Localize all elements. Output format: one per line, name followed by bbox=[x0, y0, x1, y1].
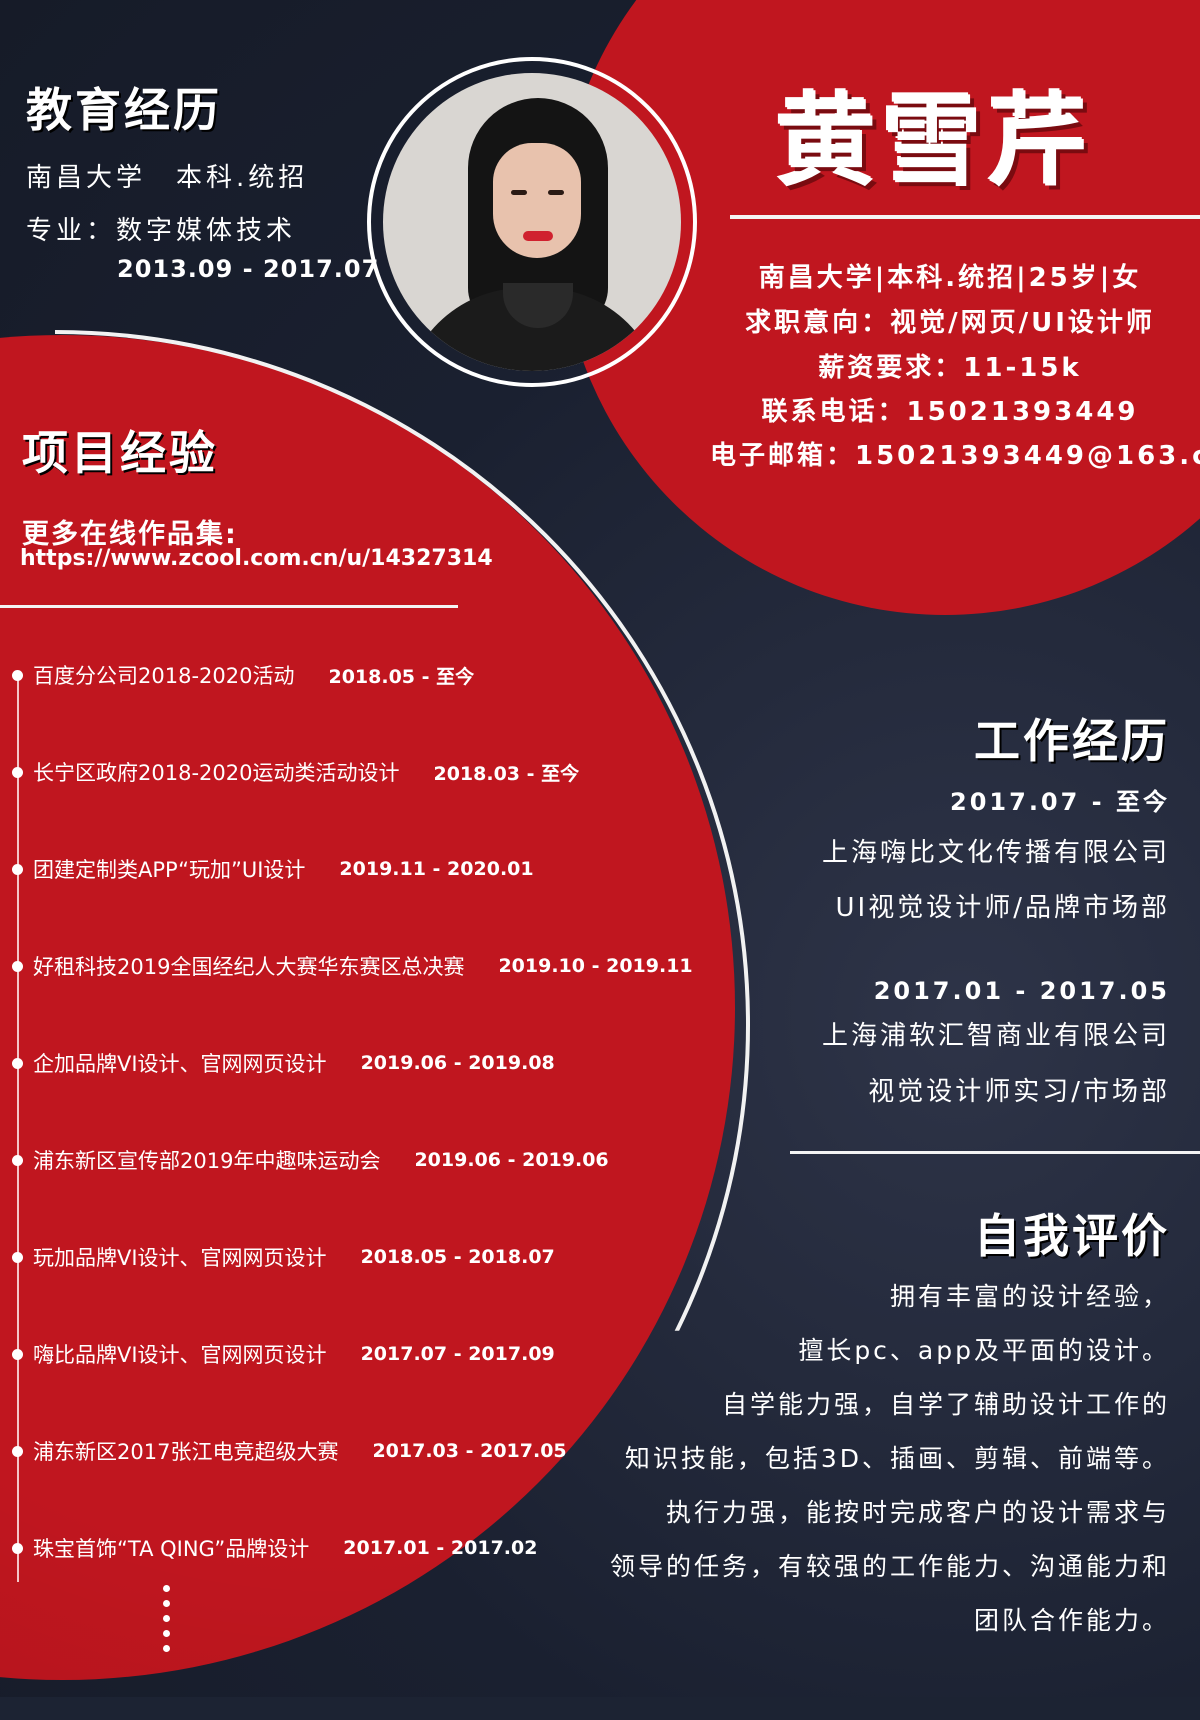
profile-email: 电子邮箱：15021393449@163.com bbox=[710, 441, 1200, 471]
projects-title: 项目经验 bbox=[22, 426, 218, 480]
timeline-dot-icon bbox=[12, 1154, 23, 1166]
timeline-dot-icon bbox=[12, 1542, 23, 1554]
project-date: 2019.06 - 2019.06 bbox=[414, 1149, 609, 1171]
job-2-role: 视觉设计师实习/市场部 bbox=[868, 1077, 1170, 1107]
photo-ring bbox=[367, 57, 697, 387]
profile-intent: 求职意向：视觉/网页/UI设计师 bbox=[745, 308, 1155, 338]
job-2-period: 2017.01 - 2017.05 bbox=[873, 977, 1170, 1005]
profile-name: 黄雪芹 bbox=[776, 82, 1094, 200]
timeline-dot-icon bbox=[12, 1348, 23, 1360]
project-date: 2018.05 - 2018.07 bbox=[360, 1246, 555, 1268]
timeline-dot-icon bbox=[12, 960, 23, 972]
project-date: 2019.06 - 2019.08 bbox=[360, 1052, 555, 1074]
project-item: 浦东新区宣传部2019年中趣味运动会 2019.06 - 2019.06 bbox=[12, 1145, 609, 1175]
project-item: 好租科技2019全国经纪人大赛华东赛区总决赛 2019.10 - 2019.11 bbox=[12, 951, 693, 981]
self-eval-line: 自学能力强，自学了辅助设计工作的 bbox=[721, 1390, 1170, 1419]
project-date: 2019.10 - 2019.11 bbox=[498, 955, 693, 977]
project-timeline bbox=[17, 672, 19, 1582]
project-item: 团建定制类APP“玩加”UI设计 2019.11 - 2020.01 bbox=[12, 854, 534, 884]
education-period: 2013.09 - 2017.07 bbox=[117, 255, 380, 283]
projects-divider bbox=[0, 605, 458, 608]
project-date: 2018.03 - 至今 bbox=[433, 762, 580, 785]
profile-salary: 薪资要求：11-15k bbox=[818, 353, 1082, 383]
project-item: 嗨比品牌VI设计、官网网页设计 2017.07 - 2017.09 bbox=[12, 1339, 555, 1369]
timeline-dot-icon bbox=[12, 766, 23, 778]
job-1-role: UI视觉设计师/品牌市场部 bbox=[835, 893, 1170, 923]
project-name: 嗨比品牌VI设计、官网网页设计 bbox=[33, 1343, 327, 1367]
project-date: 2017.01 - 2017.02 bbox=[343, 1537, 538, 1559]
profile-info-1: 南昌大学|本科.统招|25岁|女 bbox=[758, 263, 1142, 293]
work-divider bbox=[790, 1151, 1200, 1154]
project-name: 浦东新区宣传部2019年中趣味运动会 bbox=[33, 1149, 381, 1173]
job-1-period: 2017.07 - 至今 bbox=[950, 788, 1170, 816]
project-date: 2017.03 - 2017.05 bbox=[372, 1440, 567, 1462]
work-title: 工作经历 bbox=[974, 714, 1170, 768]
job-2-company: 上海浦软汇智商业有限公司 bbox=[821, 1021, 1170, 1051]
self-eval-line: 知识技能，包括3D、插画、剪辑、前端等。 bbox=[624, 1444, 1170, 1473]
project-date: 2019.11 - 2020.01 bbox=[339, 858, 534, 880]
profile-photo bbox=[383, 73, 681, 371]
photo-eye-right bbox=[548, 190, 564, 195]
project-item: 珠宝首饰“TA QING”品牌设计 2017.01 - 2017.02 bbox=[12, 1533, 537, 1563]
timeline-dot-icon bbox=[12, 1057, 23, 1069]
profile-phone: 联系电话：15021393449 bbox=[761, 397, 1139, 427]
education-title: 教育经历 bbox=[26, 83, 222, 137]
self-eval-line: 拥有丰富的设计经验， bbox=[889, 1282, 1170, 1311]
education-school: 南昌大学 本科.统招 bbox=[26, 163, 309, 193]
more-dots-icon bbox=[163, 1585, 171, 1660]
project-item: 玩加品牌VI设计、官网网页设计 2018.05 - 2018.07 bbox=[12, 1242, 555, 1272]
project-name: 好租科技2019全国经纪人大赛华东赛区总决赛 bbox=[33, 955, 465, 979]
project-name: 企加品牌VI设计、官网网页设计 bbox=[33, 1052, 327, 1076]
project-item: 企加品牌VI设计、官网网页设计 2019.06 - 2019.08 bbox=[12, 1048, 555, 1078]
self-eval-line: 执行力强，能按时完成客户的设计需求与 bbox=[665, 1498, 1170, 1527]
self-eval-line: 团队合作能力。 bbox=[973, 1606, 1170, 1635]
education-major: 专业：数字媒体技术 bbox=[26, 216, 297, 246]
project-name: 长宁区政府2018-2020运动类活动设计 bbox=[33, 761, 400, 785]
project-date: 2018.05 - 至今 bbox=[328, 665, 475, 688]
name-divider bbox=[730, 215, 1200, 219]
timeline-dot-icon bbox=[12, 1445, 23, 1457]
timeline-dot-icon bbox=[12, 863, 23, 875]
job-1-company: 上海嗨比文化传播有限公司 bbox=[821, 838, 1170, 868]
project-name: 珠宝首饰“TA QING”品牌设计 bbox=[33, 1537, 310, 1561]
project-name: 百度分公司2018-2020活动 bbox=[33, 664, 295, 688]
project-name: 团建定制类APP“玩加”UI设计 bbox=[33, 858, 306, 882]
project-date: 2017.07 - 2017.09 bbox=[360, 1343, 555, 1365]
self-eval-text: 拥有丰富的设计经验， 擅长pc、app及平面的设计。 自学能力强，自学了辅助设计… bbox=[610, 1270, 1170, 1648]
self-eval-line: 领导的任务，有较强的工作能力、沟通能力和 bbox=[609, 1552, 1170, 1581]
photo-lips bbox=[523, 231, 553, 241]
timeline-dot-icon bbox=[12, 669, 23, 681]
self-eval-line: 擅长pc、app及平面的设计。 bbox=[798, 1336, 1170, 1365]
self-eval-title: 自我评价 bbox=[974, 1209, 1170, 1263]
portfolio-link[interactable]: https://www.zcool.com.cn/u/14327314 bbox=[20, 546, 493, 571]
project-item: 百度分公司2018-2020活动 2018.05 - 至今 bbox=[12, 660, 474, 690]
timeline-dot-icon bbox=[12, 1251, 23, 1263]
project-name: 玩加品牌VI设计、官网网页设计 bbox=[33, 1246, 327, 1270]
project-item: 长宁区政府2018-2020运动类活动设计 2018.03 - 至今 bbox=[12, 757, 579, 787]
projects-more-label: 更多在线作品集: bbox=[22, 519, 238, 550]
project-item: 浦东新区2017张江电竞超级大赛 2017.03 - 2017.05 bbox=[12, 1436, 567, 1466]
photo-eye-left bbox=[511, 190, 527, 195]
project-name: 浦东新区2017张江电竞超级大赛 bbox=[33, 1440, 339, 1464]
